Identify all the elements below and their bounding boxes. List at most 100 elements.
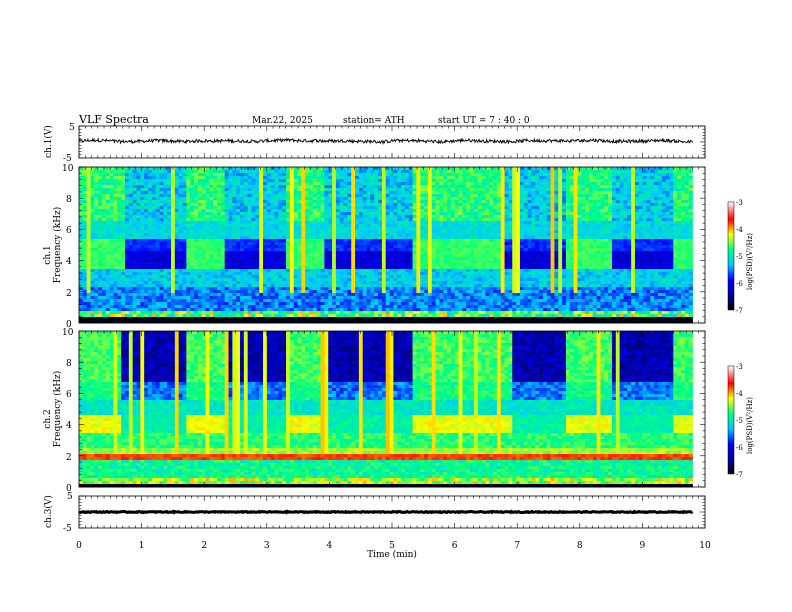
spectrogram-cell: [251, 284, 256, 288]
spectrogram-cell: [297, 236, 302, 240]
spectrogram-cell: [128, 239, 134, 243]
spectrogram-cell: [136, 290, 141, 294]
spectrogram-cell: [163, 170, 168, 174]
spectrogram-cell: [82, 224, 88, 228]
spectrogram-cell: [282, 188, 287, 192]
spectrogram-cell: [125, 311, 130, 315]
spectrogram-cell: [270, 287, 275, 291]
spectrogram-cell: [79, 230, 84, 234]
spectrogram-cell: [251, 251, 256, 255]
spectrogram-cell: [320, 266, 325, 270]
spectrogram-cell: [174, 245, 180, 249]
spectrogram-cell: [282, 305, 287, 309]
spectrogram-cell: [151, 224, 157, 228]
spectrogram-cell: [420, 272, 425, 276]
spectrogram-cell: [236, 308, 241, 312]
spectrogram-cell: [243, 239, 249, 243]
spectrogram-cell: [282, 242, 287, 246]
spectrogram-cell: [404, 182, 410, 186]
spectrogram-cell: [393, 176, 398, 180]
spectrogram-cell: [393, 248, 398, 252]
spectrogram-cell: [155, 218, 160, 222]
spectrogram-cell: [424, 206, 429, 210]
spectrogram-cell: [109, 299, 114, 303]
spectrogram-cell: [209, 170, 214, 174]
spectrogram-cell: [335, 272, 341, 276]
spectrogram-cell: [339, 290, 344, 294]
spectrogram-cell: [397, 299, 402, 303]
spectrogram-cell: [305, 266, 310, 270]
spectrogram-cell: [251, 269, 256, 273]
spectrogram-cell: [159, 206, 164, 210]
spectrogram-cell: [286, 185, 291, 189]
spectrogram-cell: [316, 314, 321, 318]
spectrogram-cell: [312, 251, 318, 255]
spectrogram-cell: [274, 212, 279, 216]
spectrogram-cell: [374, 290, 379, 294]
spectrogram-cell: [316, 200, 321, 204]
spectrogram-cell: [148, 230, 153, 234]
spectrogram-cell: [324, 245, 329, 249]
spectrogram-cell: [98, 311, 103, 315]
spectrogram-cell: [289, 179, 295, 183]
spectrogram-cell: [412, 176, 417, 180]
spectrogram-cell: [328, 242, 333, 246]
spectrogram-cell: [201, 224, 206, 228]
spectrogram-cell: [278, 266, 283, 270]
spectrogram-cell: [301, 311, 306, 315]
spectrogram-cell: [401, 308, 406, 312]
spectrogram-cell: [404, 224, 410, 228]
spectrogram-cell: [401, 206, 406, 210]
spectrogram-cell: [320, 302, 325, 306]
spectrogram-cell: [125, 218, 130, 222]
spectrogram-cell: [332, 314, 337, 318]
spectrogram-cell: [79, 293, 84, 297]
spectrogram-cell: [159, 182, 164, 186]
spectrogram-cell: [213, 176, 218, 180]
spectrogram-cell: [213, 299, 218, 303]
spectrogram-cell: [324, 197, 329, 201]
spectrogram-cell: [259, 308, 264, 312]
spectrogram-cell: [328, 275, 333, 279]
spectrogram-cell: [79, 308, 84, 312]
spectrogram-cell: [125, 227, 130, 231]
spectrogram-cell: [82, 284, 88, 288]
spectrogram-cell: [236, 230, 241, 234]
spectrogram-cell: [113, 287, 118, 291]
spectrogram-cell: [251, 173, 256, 177]
spectrogram-cell: [389, 176, 394, 180]
spectrogram-cell: [270, 251, 275, 255]
spectrogram-cell: [393, 167, 398, 171]
spectrogram-cell: [144, 314, 149, 318]
spectrogram-cell: [293, 302, 298, 306]
spectrogram-cell: [251, 299, 256, 303]
spectrogram-cell: [293, 263, 298, 267]
spectrogram-cell: [374, 299, 379, 303]
spectrogram-cell: [263, 224, 268, 228]
spectrogram-cell: [370, 257, 375, 261]
spectrogram-cell: [232, 236, 237, 240]
spectrogram-cell: [224, 251, 229, 255]
spectrogram-cell: [178, 260, 183, 264]
spectrogram-cell: [397, 218, 402, 222]
spectrogram-cell: [397, 209, 402, 213]
spectrogram-cell: [98, 221, 103, 225]
spectrogram-cell: [228, 167, 233, 171]
spectrogram-cell: [362, 239, 367, 243]
spectrogram-cell: [148, 317, 153, 321]
spectrogram-cell: [151, 257, 157, 261]
spectrogram-cell: [132, 224, 137, 228]
spectrogram-cell: [358, 182, 364, 186]
spectrogram-cell: [232, 221, 237, 225]
spectrogram-cell: [132, 296, 137, 300]
spectrogram-cell: [228, 188, 233, 192]
spectrogram-cell: [144, 254, 149, 258]
spectrogram-cell: [351, 230, 356, 234]
spectrogram-cell: [79, 218, 84, 222]
spectrogram-cell: [347, 182, 352, 186]
spectrogram-cell: [270, 269, 275, 273]
spectrogram-cell: [251, 206, 256, 210]
spectrogram-cell: [266, 311, 272, 315]
spectrogram-cell: [404, 176, 410, 180]
spectrogram-cell: [236, 200, 241, 204]
